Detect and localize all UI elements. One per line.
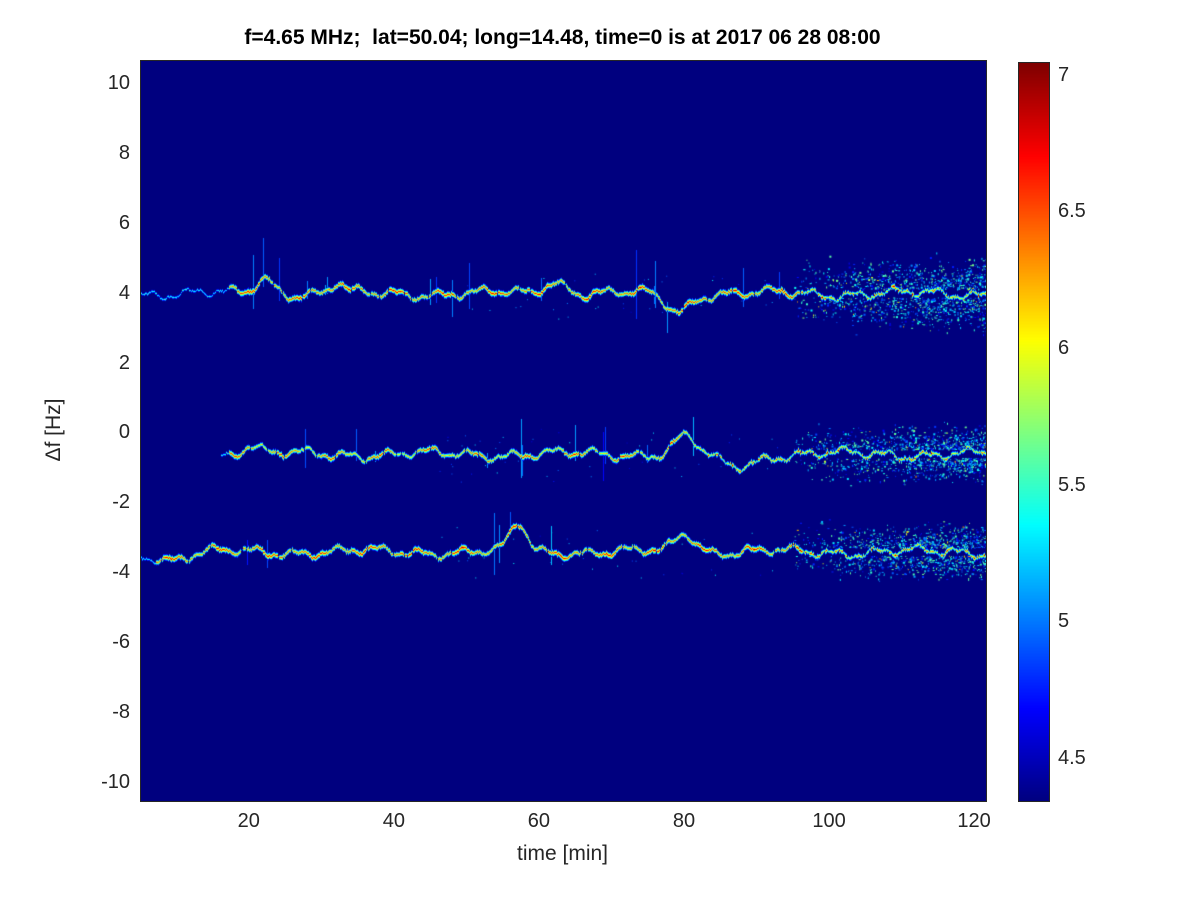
y-tick-label: 2 bbox=[118, 351, 130, 374]
colorbar-tick-label: 5.5 bbox=[1058, 473, 1086, 496]
colorbar-tick-label: 6 bbox=[1058, 337, 1070, 359]
x-axis-label: time [min] bbox=[516, 842, 608, 865]
y-tick-label: -2 bbox=[112, 491, 130, 514]
y-axis-label: Δf [Hz] bbox=[42, 398, 65, 462]
colorbar-tick-label: 6.5 bbox=[1058, 200, 1086, 223]
x-tick-label: 80 bbox=[672, 810, 696, 832]
colorbar-gradient bbox=[1019, 63, 1049, 801]
spectrogram-heatmap bbox=[141, 61, 986, 801]
plot-area bbox=[140, 60, 987, 802]
y-tick-label: -4 bbox=[112, 561, 130, 584]
y-tick-label: 0 bbox=[118, 421, 130, 444]
x-tick-label: 60 bbox=[527, 810, 551, 832]
y-tick-label: -6 bbox=[112, 630, 130, 653]
y-tick-label: -10 bbox=[101, 770, 130, 793]
x-tick-label: 120 bbox=[957, 810, 991, 832]
colorbar-tick-label: 5 bbox=[1058, 610, 1070, 633]
chart-title: f=4.65 MHz; lat=50.04; long=14.48, time=… bbox=[244, 26, 881, 49]
y-tick-label: 8 bbox=[118, 142, 130, 165]
x-tick-label: 40 bbox=[382, 810, 405, 832]
x-tick-label: 100 bbox=[812, 810, 846, 832]
x-tick-label: 20 bbox=[237, 810, 260, 832]
y-tick-label: -8 bbox=[112, 700, 130, 723]
y-tick-label: 4 bbox=[118, 281, 130, 304]
colorbar-tick-label: 7 bbox=[1058, 63, 1070, 86]
colorbar-tick-label: 4.5 bbox=[1058, 747, 1086, 769]
y-tick-label: 6 bbox=[118, 212, 130, 235]
y-tick-label: 10 bbox=[107, 72, 130, 95]
colorbar bbox=[1018, 62, 1050, 802]
